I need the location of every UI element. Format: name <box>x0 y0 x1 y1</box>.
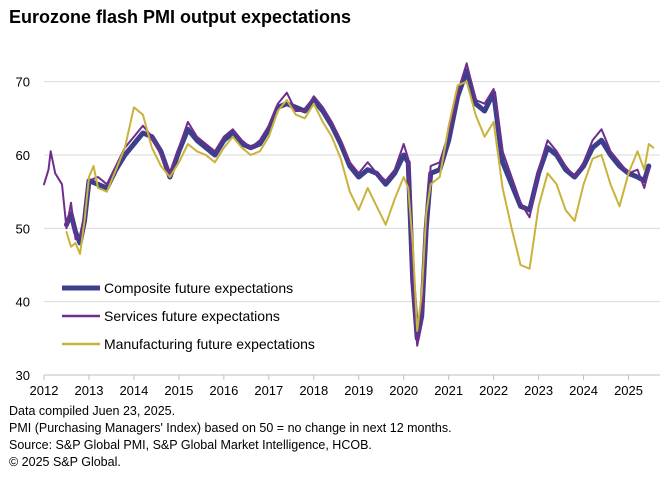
x-tick-label-2012: 2012 <box>30 383 59 398</box>
x-tick-label-2016: 2016 <box>209 383 238 398</box>
legend-label-3: Manufacturing future expectations <box>104 336 315 352</box>
legend-label-2: Services future expectations <box>104 308 280 324</box>
x-tick-label-2021: 2021 <box>434 383 463 398</box>
series-line-2 <box>43 62 650 347</box>
x-tick-label-2013: 2013 <box>75 383 104 398</box>
chart-title: Eurozone flash PMI output expectations <box>9 7 352 27</box>
chart-footer: Data compiled Juen 23, 2025. PMI (Purcha… <box>9 403 452 471</box>
x-tick-label-2025: 2025 <box>614 383 643 398</box>
x-tick-label-2024: 2024 <box>569 383 598 398</box>
series-line-1 <box>64 68 652 341</box>
x-tick-label-2019: 2019 <box>344 383 373 398</box>
y-tick-label-30: 30 <box>16 368 30 383</box>
y-tick-label-50: 50 <box>16 221 30 236</box>
x-tick-label-2022: 2022 <box>479 383 508 398</box>
x-tick-label-2023: 2023 <box>524 383 553 398</box>
x-tick-label-2015: 2015 <box>164 383 193 398</box>
pmi-definition-note: PMI (Purchasing Managers' Index) based o… <box>9 421 452 435</box>
copyright-note: © 2025 S&P Global. <box>9 455 121 469</box>
y-tick-label-60: 60 <box>16 148 30 163</box>
x-tick-label-2020: 2020 <box>389 383 418 398</box>
line-chart: 30 40 50 60 70 2012 2013 2014 2015 2016 2017 2018 20… <box>16 62 660 398</box>
data-compiled-note: Data compiled Juen 23, 2025. <box>9 404 176 418</box>
x-tick-label-2018: 2018 <box>299 383 328 398</box>
legend-label-1: Composite future expectations <box>104 280 293 296</box>
x-tick-label-2017: 2017 <box>254 383 283 398</box>
y-tick-label-40: 40 <box>16 295 30 310</box>
x-tick-label-2014: 2014 <box>119 383 148 398</box>
source-note: Source: S&P Global PMI, S&P Global Marke… <box>9 438 372 452</box>
y-tick-label-70: 70 <box>16 75 30 90</box>
series-line-3 <box>65 80 655 332</box>
